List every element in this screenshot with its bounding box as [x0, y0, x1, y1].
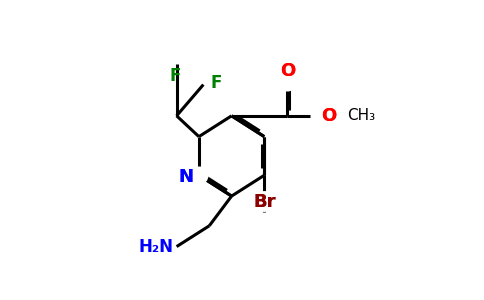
Text: Br: Br	[253, 193, 275, 211]
Text: O: O	[280, 62, 296, 80]
Text: O: O	[321, 107, 336, 125]
Text: F: F	[211, 74, 222, 92]
Text: CH₃: CH₃	[348, 108, 376, 123]
Text: N: N	[179, 168, 194, 186]
Text: F: F	[169, 67, 181, 85]
Text: H₂N: H₂N	[138, 238, 174, 256]
Text: O: O	[280, 62, 296, 80]
Text: Br: Br	[253, 193, 275, 211]
Text: N: N	[179, 168, 194, 186]
Text: O: O	[321, 107, 336, 125]
